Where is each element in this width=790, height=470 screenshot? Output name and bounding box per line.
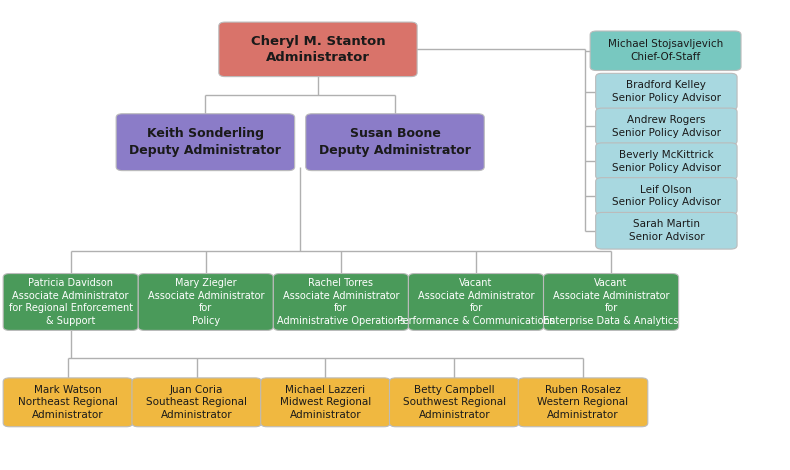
FancyBboxPatch shape [273,274,408,330]
Text: Andrew Rogers
Senior Policy Advisor: Andrew Rogers Senior Policy Advisor [612,115,720,138]
Text: Vacant
Associate Administrator
for
Enterprise Data & Analytics: Vacant Associate Administrator for Enter… [544,278,679,326]
FancyBboxPatch shape [116,114,295,171]
FancyBboxPatch shape [544,274,679,330]
Text: Keith Sonderling
Deputy Administrator: Keith Sonderling Deputy Administrator [130,127,281,157]
FancyBboxPatch shape [261,378,390,427]
FancyBboxPatch shape [590,31,741,70]
Text: Ruben Rosalez
Western Regional
Administrator: Ruben Rosalez Western Regional Administr… [537,384,629,420]
FancyBboxPatch shape [3,274,138,330]
FancyBboxPatch shape [518,378,648,427]
FancyBboxPatch shape [138,274,273,330]
Text: Mary Ziegler
Associate Administrator
for
Policy: Mary Ziegler Associate Administrator for… [148,278,264,326]
FancyBboxPatch shape [219,22,417,77]
Text: Leif Olson
Senior Policy Advisor: Leif Olson Senior Policy Advisor [612,185,720,207]
Text: Vacant
Associate Administrator
for
Performance & Communications: Vacant Associate Administrator for Perfo… [397,278,555,326]
Text: Mark Watson
Northeast Regional
Administrator: Mark Watson Northeast Regional Administr… [18,384,118,420]
FancyBboxPatch shape [596,108,737,145]
Text: Michael Lazzeri
Midwest Regional
Administrator: Michael Lazzeri Midwest Regional Adminis… [280,384,371,420]
Text: Michael Stojsavljevich
Chief-Of-Staff: Michael Stojsavljevich Chief-Of-Staff [608,39,723,62]
Text: Cheryl M. Stanton
Administrator: Cheryl M. Stanton Administrator [250,35,386,64]
Text: Rachel Torres
Associate Administrator
for
Administrative Operations: Rachel Torres Associate Administrator fo… [276,278,405,326]
FancyBboxPatch shape [596,178,737,214]
Text: Patricia Davidson
Associate Administrator
for Regional Enforcement
& Support: Patricia Davidson Associate Administrato… [9,278,133,326]
FancyBboxPatch shape [596,73,737,110]
FancyBboxPatch shape [3,378,133,427]
Text: Susan Boone
Deputy Administrator: Susan Boone Deputy Administrator [319,127,471,157]
Text: Sarah Martin
Senior Advisor: Sarah Martin Senior Advisor [629,219,704,242]
Text: Bradford Kelley
Senior Policy Advisor: Bradford Kelley Senior Policy Advisor [612,80,720,103]
Text: Beverly McKittrick
Senior Policy Advisor: Beverly McKittrick Senior Policy Advisor [612,150,720,172]
FancyBboxPatch shape [132,378,261,427]
FancyBboxPatch shape [596,212,737,249]
FancyBboxPatch shape [306,114,484,171]
Text: Betty Campbell
Southwest Regional
Administrator: Betty Campbell Southwest Regional Admini… [403,384,506,420]
FancyBboxPatch shape [389,378,519,427]
FancyBboxPatch shape [408,274,544,330]
Text: Juan Coria
Southeast Regional
Administrator: Juan Coria Southeast Regional Administra… [146,384,247,420]
FancyBboxPatch shape [596,143,737,180]
